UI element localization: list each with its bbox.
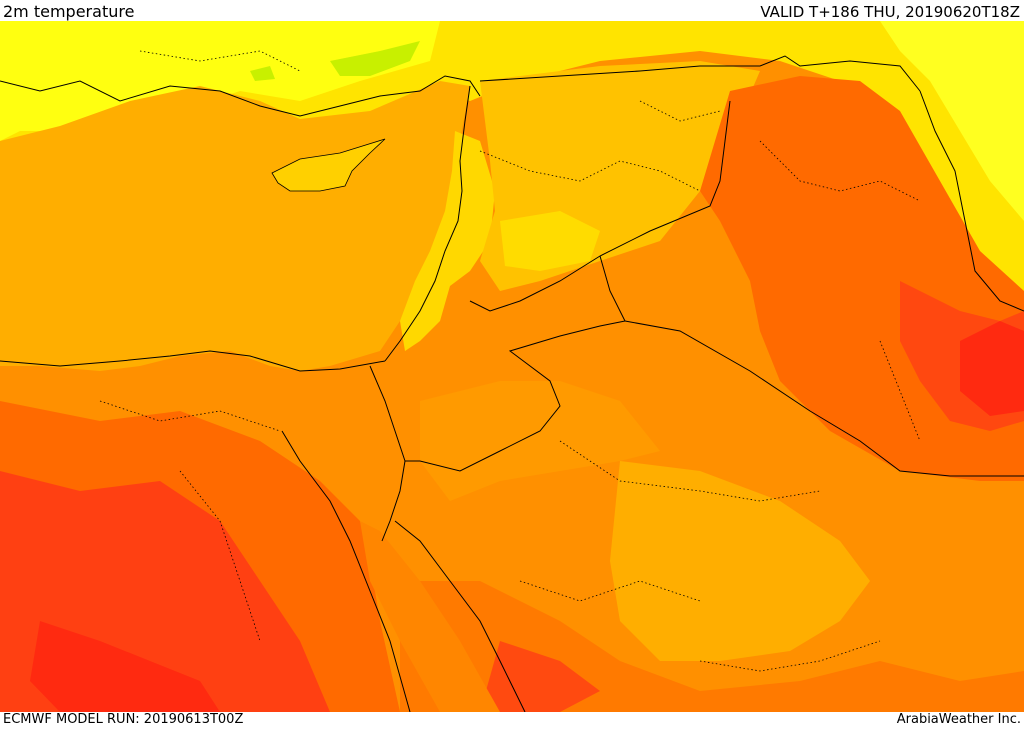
map-canvas <box>0 21 1024 712</box>
red-sea-west-coast <box>281 430 411 712</box>
dotted-border-1 <box>479 150 701 192</box>
dotted-border-8 <box>139 50 301 72</box>
saudi-gold <box>610 461 870 661</box>
red-sea <box>360 521 500 712</box>
cyprus-island <box>271 138 386 192</box>
jordan-orange <box>420 381 660 501</box>
boundaries <box>0 55 1024 712</box>
iraq-deep-red <box>960 321 1024 416</box>
green-patch-1 <box>330 41 420 76</box>
credit-label: ArabiaWeather Inc. <box>896 712 1021 727</box>
egypt-deep-red <box>30 621 220 712</box>
saudi-red-patches <box>480 641 600 712</box>
levant-coast <box>384 85 471 362</box>
northeast-yellow <box>880 21 1024 221</box>
dotted-border-9 <box>179 470 261 642</box>
syria-light <box>500 211 600 271</box>
syria-iraq-border <box>469 100 731 312</box>
dotted-border-10 <box>639 100 721 122</box>
syria-turkey-border <box>479 55 921 92</box>
green-patch-2 <box>250 66 275 81</box>
footer-bar: ECMWF MODEL RUN: 20190613T00Z ArabiaWeat… <box>0 712 1024 729</box>
israel-sinai-border <box>369 365 406 542</box>
egypt-coast <box>0 350 386 372</box>
valid-time: VALID T+186 THU, 20190620T18Z <box>760 3 1020 21</box>
dotted-border-4 <box>559 440 821 502</box>
iraq-iran-border <box>919 90 1024 312</box>
turkey-coast <box>0 75 481 117</box>
dotted-border-6 <box>699 640 881 672</box>
title-bar: 2m temperature VALID T+186 THU, 20190620… <box>0 0 1024 21</box>
temperature-map <box>0 21 1024 712</box>
north-yellow-zone <box>0 21 1024 321</box>
red-sea-east-coast <box>394 520 526 712</box>
internal-borders <box>99 50 921 672</box>
map-title: 2m temperature <box>3 2 135 21</box>
levant-coast-yellow <box>400 131 495 351</box>
model-run-label: ECMWF MODEL RUN: 20190613T00Z <box>3 712 244 727</box>
iraq-saudi-border <box>624 320 1024 477</box>
